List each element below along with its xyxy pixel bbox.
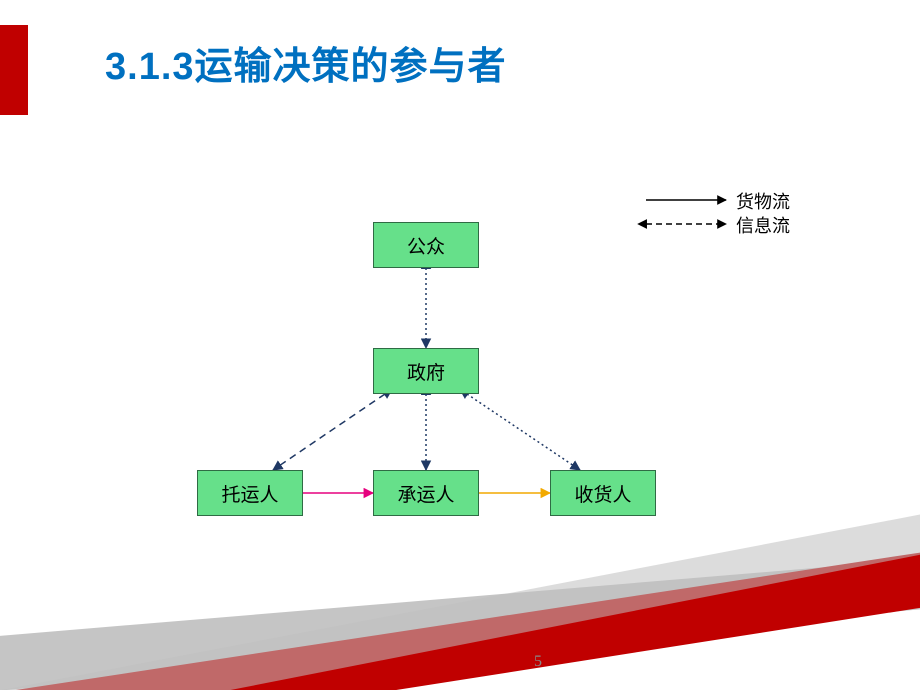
node-shipper: 托运人 (197, 470, 303, 516)
node-government-label: 政府 (407, 358, 445, 385)
node-consignee: 收货人 (550, 470, 656, 516)
diagram-nodes: 公众 政府 托运人 承运人 收货人 (0, 0, 920, 690)
node-carrier-label: 承运人 (397, 480, 454, 507)
node-public: 公众 (373, 222, 479, 268)
node-shipper-label: 托运人 (221, 480, 278, 507)
node-public-label: 公众 (407, 232, 445, 259)
node-government: 政府 (373, 348, 479, 394)
node-consignee-label: 收货人 (574, 480, 631, 507)
node-carrier: 承运人 (373, 470, 479, 516)
